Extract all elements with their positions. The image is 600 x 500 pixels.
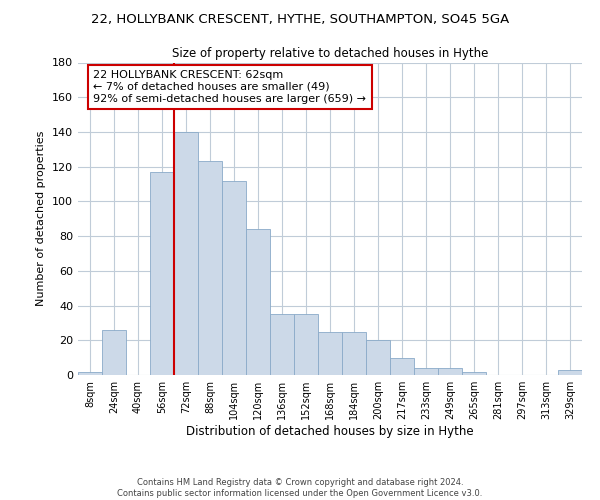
Bar <box>366 340 390 375</box>
Text: 22 HOLLYBANK CRESCENT: 62sqm
← 7% of detached houses are smaller (49)
92% of sem: 22 HOLLYBANK CRESCENT: 62sqm ← 7% of det… <box>93 70 366 104</box>
Bar <box>294 314 318 375</box>
Bar <box>438 368 462 375</box>
Bar <box>246 229 270 375</box>
Y-axis label: Number of detached properties: Number of detached properties <box>37 131 46 306</box>
Bar <box>222 180 246 375</box>
Bar <box>198 162 222 375</box>
Bar <box>462 372 486 375</box>
Bar <box>102 330 126 375</box>
Bar <box>270 314 294 375</box>
Bar <box>342 332 366 375</box>
Bar <box>150 172 174 375</box>
X-axis label: Distribution of detached houses by size in Hythe: Distribution of detached houses by size … <box>186 425 474 438</box>
Bar <box>414 368 438 375</box>
Bar <box>318 332 342 375</box>
Bar <box>558 370 582 375</box>
Bar <box>174 132 198 375</box>
Text: Contains HM Land Registry data © Crown copyright and database right 2024.
Contai: Contains HM Land Registry data © Crown c… <box>118 478 482 498</box>
Bar <box>78 372 102 375</box>
Text: 22, HOLLYBANK CRESCENT, HYTHE, SOUTHAMPTON, SO45 5GA: 22, HOLLYBANK CRESCENT, HYTHE, SOUTHAMPT… <box>91 12 509 26</box>
Bar <box>390 358 414 375</box>
Title: Size of property relative to detached houses in Hythe: Size of property relative to detached ho… <box>172 47 488 60</box>
